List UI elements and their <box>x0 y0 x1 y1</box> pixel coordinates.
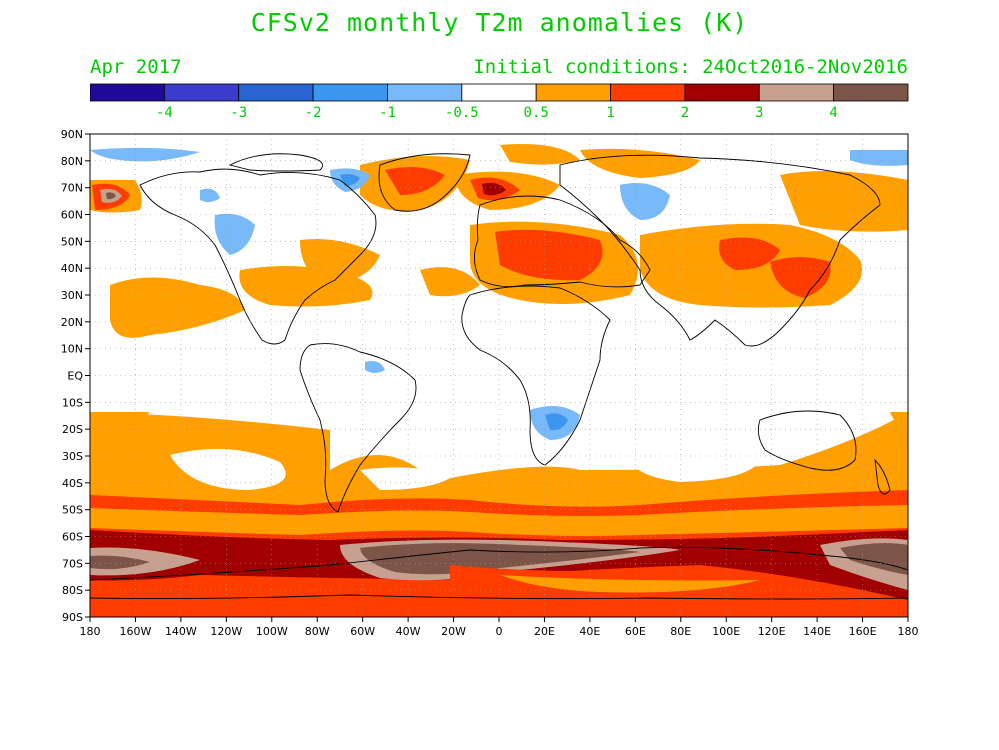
longitude-label: 60E <box>625 625 646 638</box>
longitude-label: 80W <box>305 625 330 638</box>
color-scale-tick-label: 0.5 <box>524 105 549 121</box>
longitude-label: 20E <box>534 625 555 638</box>
lat-lon-grid <box>90 134 908 617</box>
latitude-label: 90S <box>62 611 83 624</box>
coastlines <box>90 153 908 600</box>
latitude-label: 20N <box>61 316 83 329</box>
color-scale-tick-label: -3 <box>230 105 247 121</box>
longitude-label: 0 <box>496 625 503 638</box>
longitude-label: 160E <box>849 625 877 638</box>
latitude-label: 40N <box>61 262 83 275</box>
latitude-label: 90N <box>61 128 83 141</box>
tropical-anomalies <box>90 361 908 440</box>
longitude-label: 40W <box>396 625 421 638</box>
latitude-label: EQ <box>67 370 83 383</box>
latitude-label: 80N <box>61 155 83 168</box>
initial-conditions-label: Initial conditions: 24Oct2016-2Nov2016 <box>473 56 908 78</box>
latitude-label: 80S <box>62 584 83 597</box>
longitude-label: 140W <box>165 625 197 638</box>
longitude-label: 180 <box>80 625 101 638</box>
longitude-label: 100W <box>256 625 288 638</box>
longitude-label: 120E <box>758 625 786 638</box>
longitude-label: 80E <box>670 625 691 638</box>
color-scale-tick-label: 4 <box>829 105 837 121</box>
longitude-label: 100E <box>712 625 740 638</box>
longitude-label: 20W <box>441 625 466 638</box>
latitude-label: 10N <box>61 343 83 356</box>
latitude-label: 50S <box>62 504 83 517</box>
northern-anomalies <box>90 144 908 338</box>
color-scale-bar: -4 -3 -2 -1 -0.5 0.5 1 2 3 4 <box>90 83 909 121</box>
latitude-label: 70S <box>62 557 83 570</box>
color-scale-tick-label: -0.5 <box>445 105 479 121</box>
color-scale-tick-label: 1 <box>606 105 614 121</box>
color-scale-tick-label: 3 <box>755 105 763 121</box>
latitude-label: 10S <box>62 396 83 409</box>
longitude-axis: 180 160W 140W 120W 100W 80W 60W 40W 20W 0 20E 40E 60… <box>80 617 919 638</box>
latitude-label: 30N <box>61 289 83 302</box>
longitude-label: 40E <box>579 625 600 638</box>
latitude-label: 30S <box>62 450 83 463</box>
latitude-label: 40S <box>62 477 83 490</box>
longitude-label: 180 <box>898 625 919 638</box>
latitude-label: 60S <box>62 531 83 544</box>
longitude-label: 120W <box>210 625 242 638</box>
map-title: CFSv2 monthly T2m anomalies (K) <box>250 8 749 37</box>
latitude-label: 60N <box>61 209 83 222</box>
latitude-label: 70N <box>61 182 83 195</box>
color-scale-box <box>833 83 909 102</box>
color-scale-tick-label: 2 <box>681 105 689 121</box>
latitude-label: 50N <box>61 235 83 248</box>
color-scale-tick-label: -1 <box>379 105 396 121</box>
latitude-axis: 90N 80N 70N 60N 50N 40N 30N 20N 10N EQ 10S 20S 30S 40… <box>61 128 90 624</box>
latitude-label: 20S <box>62 423 83 436</box>
longitude-label: 60W <box>350 625 375 638</box>
longitude-label: 140E <box>803 625 831 638</box>
color-scale-tick-label: -2 <box>305 105 322 121</box>
longitude-label: 160W <box>120 625 152 638</box>
color-scale-tick-label: -4 <box>156 105 173 121</box>
forecast-month-label: Apr 2017 <box>90 56 182 78</box>
